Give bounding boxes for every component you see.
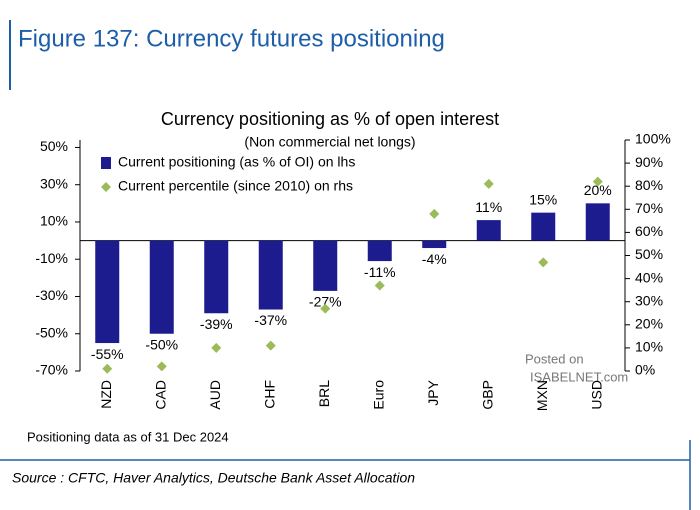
legend-label: Current percentile (since 2010) on rhs (118, 178, 353, 194)
diamond-marker (156, 361, 167, 372)
bar (258, 240, 283, 310)
data-label: -4% (422, 251, 447, 267)
y-tick-label: 10% (40, 213, 68, 229)
data-label: -27% (309, 294, 342, 310)
legend-swatch (101, 157, 111, 169)
y-tick-label: -50% (35, 324, 68, 340)
y-tick-label: 30% (40, 175, 68, 191)
y2-tick-label: 40% (635, 269, 663, 285)
data-label: -50% (145, 336, 178, 352)
y-tick-label: 50% (40, 138, 68, 154)
diamond-marker (374, 280, 385, 291)
diamond-marker (265, 340, 276, 351)
bar (313, 240, 338, 291)
bar (531, 212, 556, 241)
x-tick-label: JPY (425, 379, 441, 405)
y2-tick-label: 60% (635, 223, 663, 239)
legend-swatch (101, 182, 111, 192)
source: Source : CFTC, Haver Analytics, Deutsche… (12, 470, 415, 486)
x-tick-label: Euro (370, 380, 386, 410)
data-label: -11% (364, 264, 396, 280)
data-label: -39% (200, 316, 233, 332)
bar (422, 240, 447, 249)
x-tick-label: BRL (316, 380, 332, 407)
y2-tick-label: 0% (635, 362, 655, 378)
diamond-marker (320, 303, 331, 314)
y2-tick-label: 10% (635, 339, 663, 355)
data-label: 20% (584, 182, 612, 198)
diamond-marker (102, 363, 113, 374)
data-label: -55% (91, 346, 124, 362)
y2-tick-label: 30% (635, 292, 663, 308)
data-label: 15% (529, 191, 557, 207)
bar (149, 240, 174, 334)
y2-tick-label: 20% (635, 316, 663, 332)
page-title: Figure 137: Currency futures positioning (18, 25, 445, 52)
y2-tick-label: 50% (635, 246, 663, 262)
y-tick-label: -70% (35, 362, 68, 378)
bar (476, 220, 501, 241)
bar (95, 240, 120, 344)
chart-subtitle: (Non commercial net longs) (244, 134, 415, 150)
bar (204, 240, 229, 314)
y2-tick-label: 90% (635, 154, 663, 170)
bar (585, 203, 610, 241)
diamond-marker (429, 208, 440, 219)
x-tick-label: AUD (207, 380, 223, 410)
x-tick-label: MXN (534, 380, 550, 411)
data-label: 11% (475, 199, 502, 215)
y2-tick-label: 70% (635, 200, 663, 216)
y2-tick-label: 100% (635, 131, 671, 147)
x-tick-label: USD (588, 380, 604, 410)
x-tick-label: CHF (261, 380, 277, 409)
footnote: Positioning data as of 31 Dec 2024 (27, 429, 229, 444)
y2-tick-label: 80% (635, 177, 663, 193)
legend-label: Current positioning (as % of OI) on lhs (118, 154, 355, 170)
y-tick-label: -30% (35, 287, 68, 303)
x-tick-label: NZD (98, 380, 114, 409)
bar (367, 240, 392, 262)
chart-title: Currency positioning as % of open intere… (161, 109, 499, 129)
data-label: -37% (254, 312, 287, 328)
watermark: ISABELNET.com (530, 369, 628, 384)
x-tick-label: CAD (152, 380, 168, 410)
diamond-marker (538, 257, 549, 268)
watermark: Posted on (525, 351, 584, 366)
x-tick-label: GBP (479, 380, 495, 410)
diamond-marker (211, 342, 222, 353)
y-tick-label: -10% (35, 250, 68, 266)
diamond-marker (483, 178, 494, 189)
diamond-marker (592, 176, 603, 187)
